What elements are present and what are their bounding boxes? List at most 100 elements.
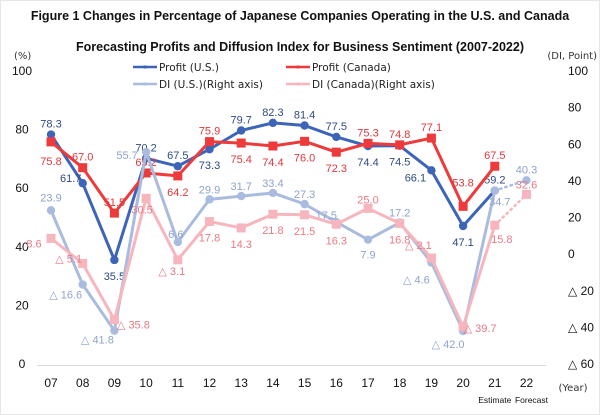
data-label: 72.3 bbox=[326, 163, 347, 175]
data-label: 67.0 bbox=[72, 152, 93, 164]
data-label: 78.3 bbox=[40, 119, 61, 131]
data-point bbox=[237, 191, 246, 201]
series-line-segment bbox=[271, 191, 307, 206]
x-tick-label: 07 bbox=[44, 376, 58, 390]
series-line-segment bbox=[176, 220, 211, 262]
series-line-segment bbox=[81, 283, 116, 333]
data-label: 53.8 bbox=[452, 177, 473, 189]
x-tick-label: 11 bbox=[172, 376, 185, 390]
data-label: 74.4 bbox=[357, 157, 378, 169]
data-point bbox=[268, 118, 278, 128]
data-label: 67.5 bbox=[167, 150, 188, 162]
x-tick-label: 20 bbox=[456, 376, 470, 390]
legend-marker-swatch bbox=[296, 82, 300, 86]
series-line-segment bbox=[239, 141, 275, 148]
series-line-segment bbox=[366, 141, 402, 147]
data-label: 30.5 bbox=[131, 204, 152, 216]
data-label: 35.5 bbox=[104, 271, 125, 283]
series-line-segment bbox=[81, 166, 116, 215]
x-tick-label: 19 bbox=[425, 376, 439, 390]
series-line-segment bbox=[112, 196, 148, 322]
series-line-segment bbox=[49, 236, 85, 265]
data-label: 40.3 bbox=[516, 164, 537, 176]
data-point bbox=[205, 145, 214, 154]
data-label: △ 41.8 bbox=[81, 335, 114, 347]
y-left-tick-label: 40 bbox=[15, 240, 29, 254]
data-label: 79.7 bbox=[230, 114, 251, 126]
data-label: 7.9 bbox=[360, 250, 375, 262]
legend-marker-swatch bbox=[143, 82, 147, 86]
data-label: 59.2 bbox=[484, 175, 505, 187]
data-point bbox=[109, 315, 119, 325]
data-point bbox=[78, 179, 87, 188]
data-point bbox=[205, 195, 214, 204]
data-point bbox=[427, 166, 436, 175]
data-label: △ 5.1 bbox=[55, 253, 82, 265]
data-point bbox=[268, 209, 278, 219]
series-line-segment bbox=[493, 179, 528, 192]
series-line-segment bbox=[176, 197, 211, 244]
data-label: 74.4 bbox=[262, 157, 283, 169]
data-label: 76.0 bbox=[294, 152, 315, 164]
y-right-tick-label: 20 bbox=[568, 211, 582, 225]
chart-subtitle: Forecasting Profits and Diffusion Index … bbox=[75, 40, 525, 54]
series-line-segment bbox=[334, 220, 370, 242]
x-tick-label: 17 bbox=[361, 376, 375, 390]
series-line-segment bbox=[429, 168, 465, 228]
series-line-segment bbox=[49, 140, 85, 170]
y-right-tick-label: 0 bbox=[568, 247, 575, 261]
data-point bbox=[426, 253, 436, 263]
series-line-segment bbox=[461, 164, 497, 208]
data-label: 25.0 bbox=[357, 194, 378, 206]
series-line-segment bbox=[208, 140, 243, 145]
data-label: 75.3 bbox=[357, 127, 378, 139]
data-label: 61.7 bbox=[60, 173, 81, 185]
x-tick-label: 22 bbox=[520, 376, 534, 390]
y-right-tick-label: 40 bbox=[568, 174, 582, 188]
series-line-segment bbox=[49, 208, 85, 287]
series-line-segment bbox=[176, 140, 211, 178]
data-label: 64.2 bbox=[167, 187, 188, 199]
data-label: 82.3 bbox=[262, 107, 283, 119]
series-line-segment bbox=[461, 189, 497, 228]
data-point bbox=[458, 221, 468, 231]
x-tick-label: 16 bbox=[330, 376, 344, 390]
x-tick-label: 14 bbox=[266, 376, 280, 390]
series-line-segment bbox=[303, 139, 338, 154]
data-point bbox=[490, 186, 499, 195]
series-line-segment bbox=[398, 144, 433, 172]
data-label: 34.7 bbox=[489, 197, 510, 209]
data-point bbox=[490, 161, 500, 171]
data-point bbox=[205, 137, 214, 147]
data-label: 16.8 bbox=[389, 234, 410, 246]
data-label: 16.3 bbox=[326, 235, 347, 247]
x-tick-label: 12 bbox=[203, 376, 217, 390]
data-label: 33.4 bbox=[262, 178, 283, 190]
data-label: 32.6 bbox=[516, 179, 537, 191]
data-label: 77.5 bbox=[326, 121, 347, 133]
data-point bbox=[395, 218, 405, 228]
data-label: 31.7 bbox=[230, 181, 251, 193]
data-point bbox=[522, 189, 531, 199]
legend-label: Profit (U.S.) bbox=[159, 62, 219, 74]
data-label: △ 42.0 bbox=[432, 339, 465, 351]
data-label: △ 39.7 bbox=[464, 323, 497, 335]
series-line-segment bbox=[144, 156, 180, 168]
y-left-tick-label: 100 bbox=[12, 64, 32, 78]
data-point bbox=[522, 176, 531, 185]
data-point bbox=[110, 326, 119, 335]
legend-marker-swatch bbox=[143, 65, 147, 69]
data-label: 27.3 bbox=[294, 189, 315, 201]
series-line-segment bbox=[429, 256, 465, 329]
series-line-segment bbox=[208, 220, 243, 230]
data-label: △ 4.6 bbox=[403, 275, 430, 287]
x-tick-label: 21 bbox=[488, 376, 502, 390]
data-point bbox=[332, 132, 341, 142]
data-label: 77.1 bbox=[421, 122, 442, 134]
y-right-tick-label: 100 bbox=[568, 64, 588, 78]
data-point bbox=[236, 138, 246, 148]
data-point bbox=[173, 162, 182, 171]
data-label: △ 35.8 bbox=[117, 320, 150, 332]
data-point bbox=[141, 193, 151, 203]
series-line-segment bbox=[398, 136, 433, 147]
